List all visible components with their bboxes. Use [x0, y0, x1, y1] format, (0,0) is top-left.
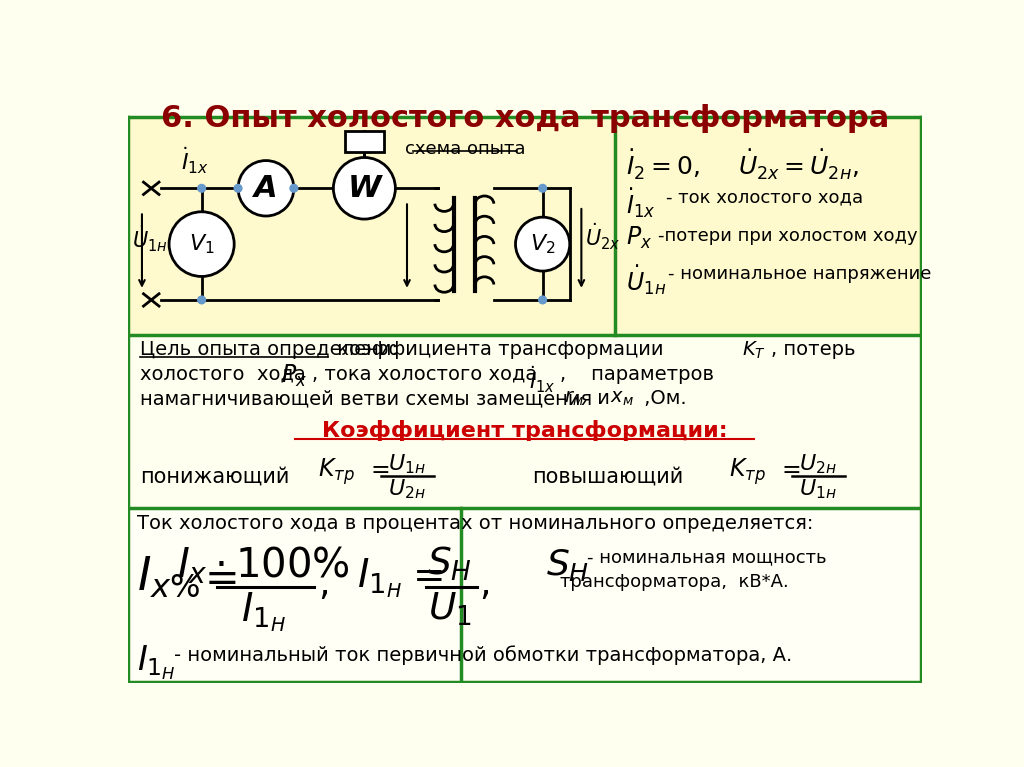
- Bar: [345, 130, 384, 152]
- Text: намагничивающей ветви схемы замещения: намагничивающей ветви схемы замещения: [139, 390, 592, 408]
- Text: $\dot{U}_{1н}$: $\dot{U}_{1н}$: [132, 223, 168, 254]
- Text: и: и: [592, 390, 610, 408]
- Text: ,    параметров: , параметров: [560, 364, 715, 384]
- Bar: [128, 334, 922, 508]
- Circle shape: [539, 184, 547, 193]
- Text: $x_м$: $x_м$: [610, 390, 634, 408]
- Text: , потерь: , потерь: [771, 340, 856, 359]
- Text: $U_{1н}$: $U_{1н}$: [799, 478, 837, 502]
- Text: $=$: $=$: [197, 556, 237, 598]
- Text: $V_2$: $V_2$: [529, 232, 555, 256]
- Text: $\dot{U}_{2x}$: $\dot{U}_{2x}$: [586, 222, 621, 252]
- Text: $\boldsymbol{P_x}$: $\boldsymbol{P_x}$: [282, 363, 307, 390]
- Text: $U_1$: $U_1$: [428, 591, 471, 627]
- Text: $\dot{I}_{1x}$: $\dot{I}_{1x}$: [626, 186, 655, 220]
- Text: $U_{1н}$: $U_{1н}$: [388, 453, 426, 476]
- Bar: [128, 117, 922, 334]
- Text: ,: ,: [479, 568, 490, 602]
- Text: $I_{1_H}$: $I_{1_H}$: [137, 644, 176, 682]
- Text: $K_T$: $K_T$: [741, 340, 766, 361]
- Text: $U_{2н}$: $U_{2н}$: [799, 453, 837, 476]
- Text: $S_H$: $S_H$: [427, 545, 472, 583]
- Text: $K_{тр}$: $K_{тр}$: [729, 456, 766, 487]
- Text: $\dot{I}_{1x}$: $\dot{I}_{1x}$: [180, 146, 209, 176]
- Text: $I_{1_H}$: $I_{1_H}$: [242, 591, 286, 634]
- Text: - номинальный ток первичной обмотки трансформатора, А.: - номинальный ток первичной обмотки тран…: [174, 645, 793, 664]
- Text: - ток холостого хода: - ток холостого хода: [666, 188, 863, 206]
- Circle shape: [290, 184, 298, 193]
- Circle shape: [198, 296, 206, 304]
- Circle shape: [334, 157, 395, 219]
- Text: повышающий: повышающий: [532, 466, 684, 486]
- Text: , тока холостого хода: , тока холостого хода: [312, 364, 538, 384]
- Text: коэффициента трансформации: коэффициента трансформации: [331, 340, 664, 359]
- Text: ,: ,: [317, 568, 330, 602]
- Text: $\dot{U}_{2x} = \dot{U}_{2н},$: $\dot{U}_{2x} = \dot{U}_{2н},$: [738, 147, 859, 182]
- Text: схема опыта: схема опыта: [404, 140, 525, 158]
- Text: - номинальное напряжение: - номинальное напряжение: [669, 265, 932, 283]
- Text: W: W: [347, 174, 381, 202]
- Text: ,Ом.: ,Ом.: [638, 390, 686, 408]
- Text: $\dot{I}_{1x}$: $\dot{I}_{1x}$: [529, 364, 556, 395]
- Text: Ток холостого хода в процентах от номинального определяется:: Ток холостого хода в процентах от номина…: [137, 514, 814, 533]
- Circle shape: [539, 296, 547, 304]
- Text: $\dot{I}_2 = 0,$: $\dot{I}_2 = 0,$: [626, 147, 699, 182]
- Text: $\dot{U}_{1н}$: $\dot{U}_{1н}$: [626, 263, 666, 297]
- Circle shape: [234, 184, 242, 193]
- Text: $V_1$: $V_1$: [188, 232, 214, 256]
- Text: -потери при холостом ходу: -потери при холостом ходу: [658, 227, 918, 245]
- Circle shape: [515, 217, 569, 271]
- Text: $=$: $=$: [776, 456, 801, 480]
- Bar: [128, 508, 922, 683]
- Text: 6. Опыт холостого хода трансформатора: 6. Опыт холостого хода трансформатора: [161, 104, 889, 133]
- Text: A: A: [254, 174, 278, 202]
- Text: $r_м$: $r_м$: [563, 390, 584, 408]
- Text: Коэффициент трансформации:: Коэффициент трансформации:: [322, 420, 728, 441]
- Text: $I_{x\%}$: $I_{x\%}$: [137, 555, 201, 600]
- Text: $=$: $=$: [404, 556, 442, 594]
- Text: $U_{2н}$: $U_{2н}$: [388, 478, 426, 502]
- Text: - номинальная мощность: - номинальная мощность: [587, 548, 826, 567]
- Text: $I_{1_H}$: $I_{1_H}$: [356, 556, 401, 600]
- Circle shape: [198, 184, 206, 193]
- Text: $K_{тр}$: $K_{тр}$: [317, 456, 354, 487]
- Text: $P_x$: $P_x$: [626, 225, 651, 251]
- Text: холостого  хода: холостого хода: [139, 364, 305, 384]
- Text: Цель опыта определени:: Цель опыта определени:: [139, 340, 397, 359]
- Circle shape: [169, 212, 234, 276]
- Text: $=$: $=$: [366, 456, 390, 480]
- Text: понижающий: понижающий: [139, 466, 289, 486]
- Circle shape: [238, 160, 294, 216]
- Text: трансформатора,  кВ*А.: трансформатора, кВ*А.: [560, 573, 790, 591]
- Text: $S_H$: $S_H$: [547, 547, 590, 583]
- Text: $I_x \cdot 100\%$: $I_x \cdot 100\%$: [177, 545, 350, 587]
